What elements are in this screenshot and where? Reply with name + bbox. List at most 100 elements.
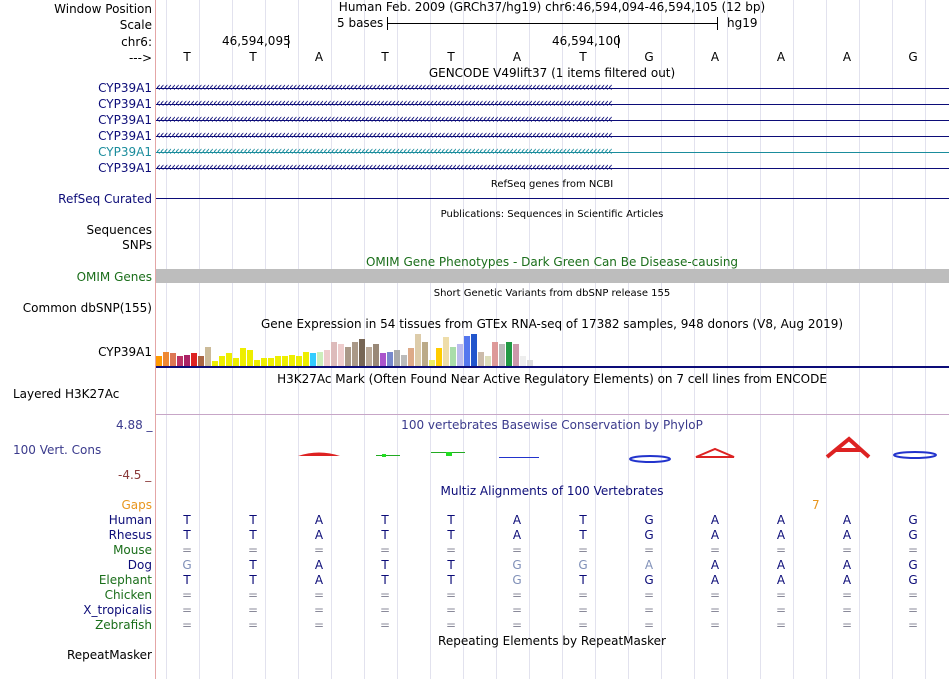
- alignment-base: T: [381, 573, 389, 587]
- gtex-tissue-bar[interactable]: [331, 342, 337, 366]
- alignment-base: G: [908, 528, 918, 542]
- gtex-track-label[interactable]: CYP39A1: [98, 345, 152, 359]
- gtex-tissue-bar[interactable]: [289, 355, 295, 366]
- gtex-tissue-bar[interactable]: [212, 361, 218, 366]
- gtex-tissue-bar[interactable]: [163, 352, 169, 366]
- gencode-transcript-line[interactable]: ‹‹‹‹‹‹‹‹‹‹‹‹‹‹‹‹‹‹‹‹‹‹‹‹‹‹‹‹‹‹‹‹‹‹‹‹‹‹‹‹…: [156, 98, 949, 110]
- gencode-transcript-label[interactable]: CYP39A1: [98, 81, 152, 95]
- phylop-logo-plot[interactable]: [156, 436, 949, 466]
- publications-track-label[interactable]: Sequences: [86, 223, 152, 237]
- gencode-transcript-label[interactable]: CYP39A1: [98, 129, 152, 143]
- multiz-species-label[interactable]: Rhesus: [108, 528, 152, 542]
- gtex-tissue-bar[interactable]: [247, 350, 253, 366]
- gtex-tissue-bar[interactable]: [471, 334, 477, 366]
- gtex-tissue-bar[interactable]: [219, 356, 225, 366]
- alignment-base: G: [644, 513, 654, 527]
- gtex-tissue-bar[interactable]: [268, 358, 274, 366]
- gtex-tissue-bar[interactable]: [499, 344, 505, 366]
- gtex-tissue-bar[interactable]: [352, 342, 358, 366]
- gtex-tissue-bar[interactable]: [401, 355, 407, 366]
- gtex-tissue-bar[interactable]: [254, 360, 260, 366]
- gtex-tissue-bar[interactable]: [282, 356, 288, 366]
- omim-track-label[interactable]: OMIM Genes: [76, 270, 152, 284]
- gtex-tissue-bar[interactable]: [380, 353, 386, 366]
- gtex-tissue-bar[interactable]: [520, 356, 526, 366]
- gencode-transcript-line[interactable]: ‹‹‹‹‹‹‹‹‹‹‹‹‹‹‹‹‹‹‹‹‹‹‹‹‹‹‹‹‹‹‹‹‹‹‹‹‹‹‹‹…: [156, 146, 949, 158]
- gtex-tissue-bar[interactable]: [170, 353, 176, 366]
- gencode-transcript-line[interactable]: ‹‹‹‹‹‹‹‹‹‹‹‹‹‹‹‹‹‹‹‹‹‹‹‹‹‹‹‹‹‹‹‹‹‹‹‹‹‹‹‹…: [156, 130, 949, 142]
- gridline: [826, 0, 827, 679]
- repeatmasker-track-label[interactable]: RepeatMasker: [66, 648, 152, 662]
- gridline: [859, 0, 860, 679]
- gtex-tissue-bar[interactable]: [527, 360, 533, 366]
- gtex-tissue-bar[interactable]: [485, 356, 491, 366]
- gtex-tissue-bar[interactable]: [303, 352, 309, 366]
- gtex-tissue-bar[interactable]: [436, 348, 442, 366]
- gtex-tissue-bar[interactable]: [345, 347, 351, 366]
- gtex-tissue-bar[interactable]: [310, 353, 316, 366]
- h3k27ac-track-label[interactable]: Layered H3K27Ac: [13, 387, 120, 401]
- alignment-base: =: [577, 618, 589, 632]
- alignment-base: A: [314, 513, 324, 527]
- multiz-species-label[interactable]: Chicken: [104, 588, 152, 602]
- gencode-transcript-label[interactable]: CYP39A1: [98, 97, 152, 111]
- gtex-tissue-bar[interactable]: [359, 339, 365, 366]
- refseq-track-label[interactable]: RefSeq Curated: [58, 192, 152, 206]
- gencode-transcript-line[interactable]: ‹‹‹‹‹‹‹‹‹‹‹‹‹‹‹‹‹‹‹‹‹‹‹‹‹‹‹‹‹‹‹‹‹‹‹‹‹‹‹‹…: [156, 114, 949, 126]
- gtex-tissue-bar[interactable]: [457, 344, 463, 366]
- snps-track-label[interactable]: SNPs: [122, 238, 152, 252]
- gencode-transcript-line[interactable]: ‹‹‹‹‹‹‹‹‹‹‹‹‹‹‹‹‹‹‹‹‹‹‹‹‹‹‹‹‹‹‹‹‹‹‹‹‹‹‹‹…: [156, 82, 949, 94]
- alignment-base: =: [445, 618, 457, 632]
- gtex-tissue-bar[interactable]: [177, 356, 183, 366]
- gencode-transcript-label[interactable]: CYP39A1: [98, 113, 152, 127]
- alignment-base: =: [313, 543, 325, 557]
- gtex-tissue-bar[interactable]: [261, 358, 267, 366]
- gtex-tissue-bar[interactable]: [387, 352, 393, 366]
- scale-bar-left-tick: [387, 17, 388, 30]
- omim-gene-bar[interactable]: [156, 269, 949, 283]
- gtex-tissue-bar[interactable]: [478, 352, 484, 366]
- gtex-tissue-bar[interactable]: [240, 348, 246, 366]
- multiz-species-label[interactable]: Mouse: [113, 543, 152, 557]
- gtex-tissue-bar[interactable]: [506, 342, 512, 366]
- gencode-transcript-label[interactable]: CYP39A1: [98, 161, 152, 175]
- multiz-species-label[interactable]: Human: [108, 513, 152, 527]
- gtex-tissue-bar[interactable]: [415, 334, 421, 366]
- gtex-tissue-bar[interactable]: [492, 342, 498, 366]
- gtex-tissue-bar[interactable]: [226, 353, 232, 366]
- gencode-transcript-label[interactable]: CYP39A1: [98, 145, 152, 159]
- multiz-species-label[interactable]: Zebrafish: [95, 618, 152, 632]
- phylop-track-label[interactable]: 100 Vert. Cons: [13, 443, 102, 457]
- gtex-tissue-bar[interactable]: [513, 344, 519, 366]
- gtex-tissue-bar[interactable]: [296, 356, 302, 366]
- alignment-base: =: [445, 543, 457, 557]
- gtex-tissue-bar[interactable]: [275, 356, 281, 366]
- refseq-gene-line[interactable]: [156, 198, 949, 199]
- gtex-tissue-bar[interactable]: [366, 347, 372, 366]
- gtex-tissue-bar[interactable]: [373, 344, 379, 366]
- gridline: [760, 0, 761, 679]
- gtex-tissue-bar[interactable]: [408, 348, 414, 366]
- multiz-species-label[interactable]: Dog: [127, 558, 152, 572]
- gtex-tissue-bar[interactable]: [198, 356, 204, 366]
- gtex-tissue-bar[interactable]: [205, 347, 211, 366]
- gtex-tissue-bar[interactable]: [464, 336, 470, 366]
- gtex-tissue-bar[interactable]: [233, 358, 239, 366]
- gtex-tissue-bar[interactable]: [191, 353, 197, 366]
- gtex-tissue-bar[interactable]: [429, 360, 435, 366]
- gtex-tissue-bar[interactable]: [317, 352, 323, 366]
- gtex-tissue-bar[interactable]: [422, 342, 428, 366]
- multiz-species-label[interactable]: Elephant: [98, 573, 152, 587]
- gtex-tissue-bar[interactable]: [156, 356, 162, 366]
- gtex-tissue-bar[interactable]: [324, 350, 330, 366]
- gtex-tissue-bar[interactable]: [184, 355, 190, 366]
- gtex-tissue-bar[interactable]: [450, 347, 456, 366]
- gencode-transcript-line[interactable]: ‹‹‹‹‹‹‹‹‹‹‹‹‹‹‹‹‹‹‹‹‹‹‹‹‹‹‹‹‹‹‹‹‹‹‹‹‹‹‹‹…: [156, 162, 949, 174]
- sequence-base: A: [512, 50, 522, 64]
- gtex-tissue-bar[interactable]: [394, 350, 400, 366]
- gtex-tissue-bar[interactable]: [338, 344, 344, 366]
- gtex-expression-chart[interactable]: [156, 332, 536, 366]
- dbsnp-track-label[interactable]: Common dbSNP(155): [22, 301, 152, 315]
- gtex-tissue-bar[interactable]: [443, 337, 449, 366]
- multiz-species-label[interactable]: X_tropicalis: [83, 603, 152, 617]
